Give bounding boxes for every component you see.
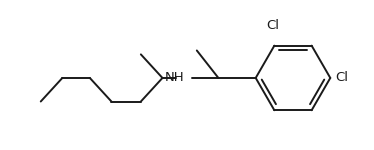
Text: Cl: Cl <box>335 71 348 84</box>
Text: NH: NH <box>165 71 184 84</box>
Text: Cl: Cl <box>266 19 279 32</box>
